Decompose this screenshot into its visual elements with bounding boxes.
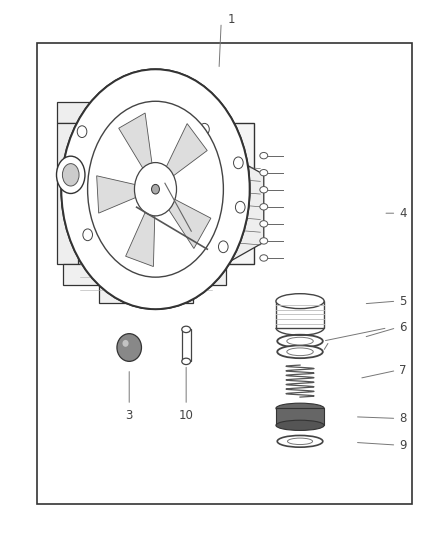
Bar bbox=[37, 43, 412, 504]
Ellipse shape bbox=[57, 156, 85, 193]
Text: 4: 4 bbox=[399, 207, 407, 220]
Text: 7: 7 bbox=[399, 364, 407, 377]
Ellipse shape bbox=[151, 116, 160, 128]
Ellipse shape bbox=[260, 221, 268, 227]
Polygon shape bbox=[167, 198, 211, 248]
Polygon shape bbox=[63, 263, 226, 285]
Ellipse shape bbox=[61, 69, 250, 309]
Text: 5: 5 bbox=[399, 295, 407, 308]
Ellipse shape bbox=[171, 253, 181, 265]
Ellipse shape bbox=[276, 403, 324, 414]
Ellipse shape bbox=[233, 157, 243, 168]
Ellipse shape bbox=[236, 201, 245, 213]
Ellipse shape bbox=[123, 340, 129, 347]
Ellipse shape bbox=[260, 169, 268, 176]
Ellipse shape bbox=[260, 238, 268, 244]
Polygon shape bbox=[99, 285, 193, 303]
Text: 3: 3 bbox=[126, 409, 133, 422]
Ellipse shape bbox=[260, 187, 268, 193]
Polygon shape bbox=[119, 113, 152, 171]
Polygon shape bbox=[63, 123, 254, 263]
Bar bbox=[182, 329, 191, 361]
Ellipse shape bbox=[260, 255, 268, 261]
Ellipse shape bbox=[277, 335, 323, 348]
Ellipse shape bbox=[276, 420, 324, 431]
Polygon shape bbox=[57, 123, 92, 263]
Ellipse shape bbox=[64, 172, 74, 183]
Ellipse shape bbox=[134, 163, 177, 216]
Ellipse shape bbox=[287, 438, 313, 445]
Ellipse shape bbox=[276, 294, 324, 309]
Ellipse shape bbox=[287, 337, 313, 345]
Bar bbox=[276, 408, 324, 425]
Bar bbox=[276, 301, 324, 328]
Polygon shape bbox=[226, 154, 264, 263]
Polygon shape bbox=[165, 124, 207, 178]
Ellipse shape bbox=[83, 229, 92, 241]
Text: 1: 1 bbox=[228, 13, 235, 26]
Ellipse shape bbox=[182, 326, 191, 333]
Ellipse shape bbox=[287, 348, 313, 356]
Ellipse shape bbox=[117, 334, 141, 361]
Ellipse shape bbox=[152, 184, 159, 194]
Ellipse shape bbox=[77, 126, 87, 138]
Ellipse shape bbox=[260, 204, 268, 210]
Ellipse shape bbox=[277, 345, 323, 358]
Ellipse shape bbox=[62, 164, 79, 186]
Ellipse shape bbox=[219, 241, 228, 253]
Text: 6: 6 bbox=[399, 321, 407, 334]
Ellipse shape bbox=[200, 123, 209, 135]
Polygon shape bbox=[97, 176, 139, 213]
Ellipse shape bbox=[61, 69, 250, 309]
Ellipse shape bbox=[277, 435, 323, 447]
Text: 10: 10 bbox=[179, 409, 194, 422]
Ellipse shape bbox=[182, 358, 191, 365]
Ellipse shape bbox=[88, 101, 223, 277]
Polygon shape bbox=[126, 209, 155, 266]
Text: 8: 8 bbox=[399, 412, 407, 425]
Polygon shape bbox=[57, 102, 92, 123]
Ellipse shape bbox=[260, 152, 268, 159]
Text: 9: 9 bbox=[399, 439, 407, 451]
Ellipse shape bbox=[122, 249, 132, 261]
